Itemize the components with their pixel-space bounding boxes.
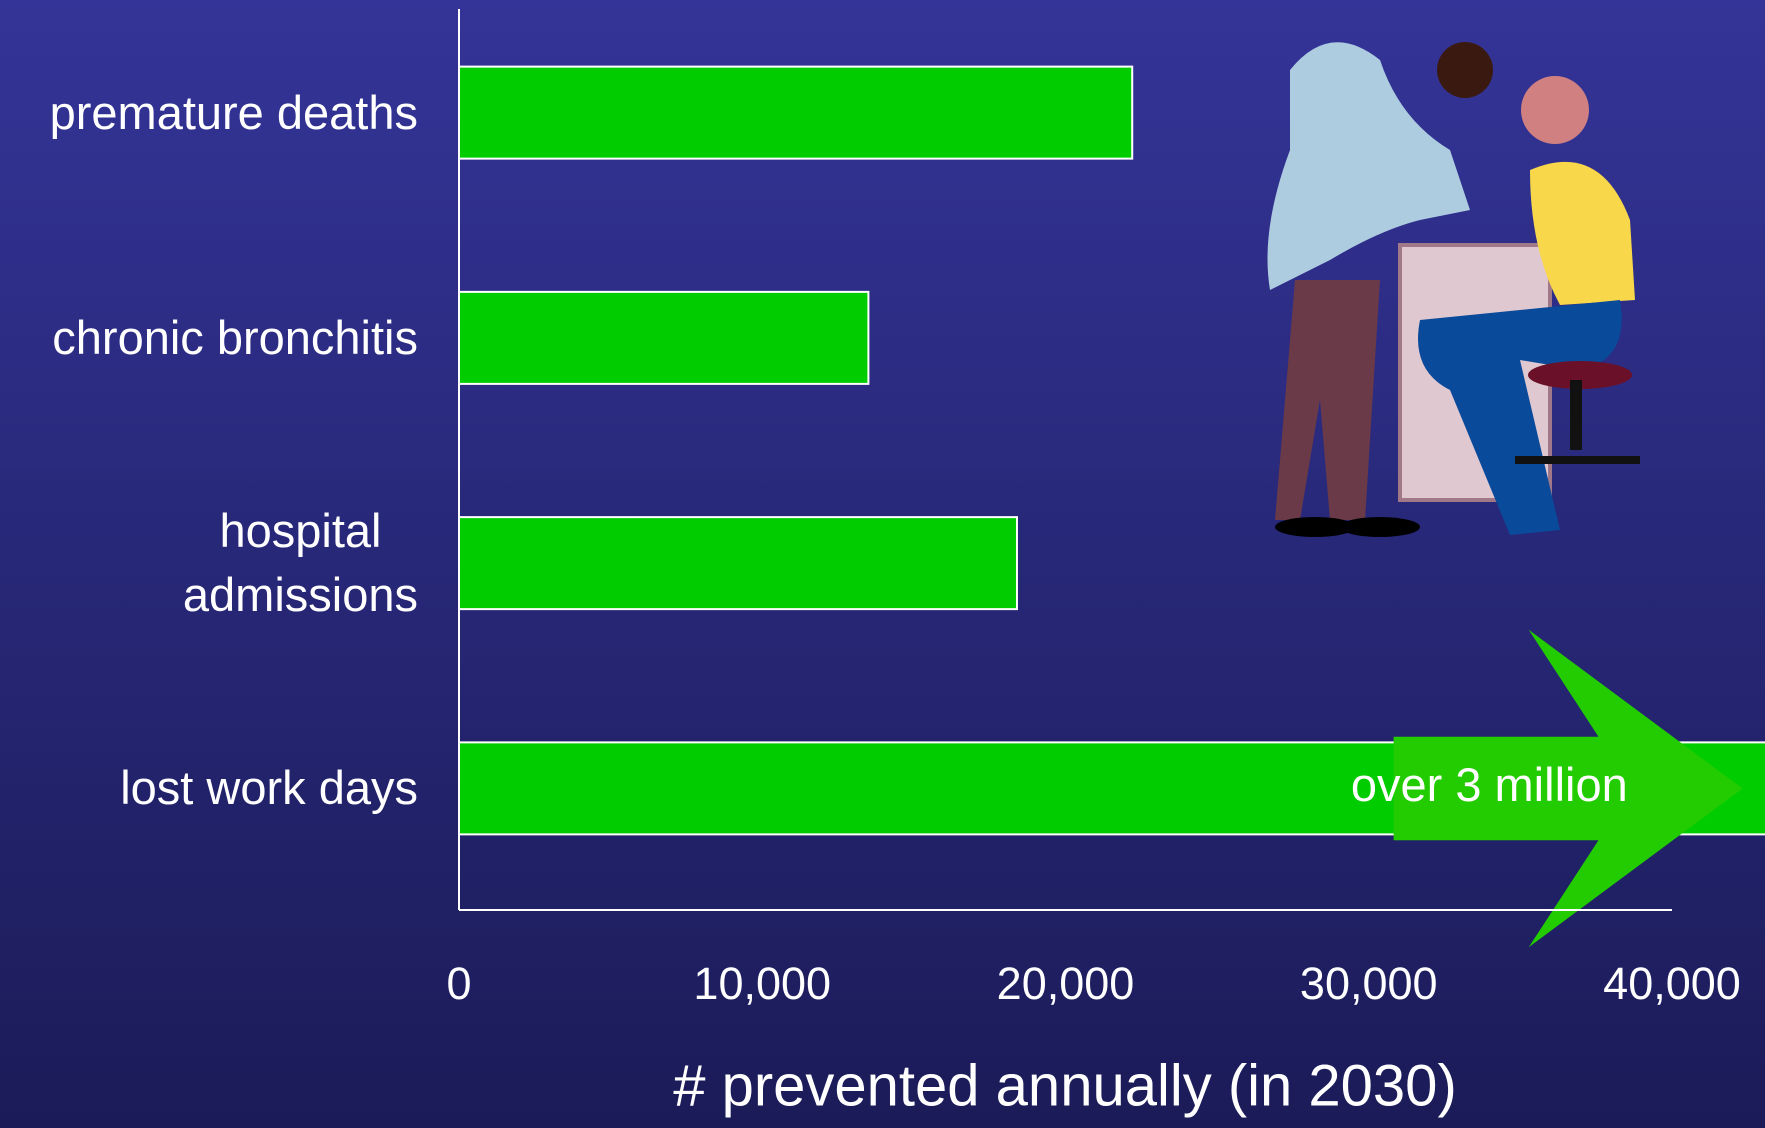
category-label: premature deaths	[49, 85, 418, 139]
x-tick-label: 10,000	[693, 958, 831, 1009]
category-label: lost work days	[120, 761, 418, 815]
bar	[458, 65, 1134, 160]
x-tick-label: 20,000	[997, 958, 1135, 1009]
category-label: chronic bronchitis	[52, 310, 418, 364]
bar	[458, 290, 870, 385]
x-tick-label: 30,000	[1300, 958, 1438, 1009]
clipart	[1267, 42, 1640, 537]
x-tick-label: 0	[446, 958, 471, 1009]
bar	[458, 516, 1018, 611]
x-axis-title: # prevented annually (in 2030)	[673, 1053, 1457, 1118]
x-tick-label: 40,000	[1603, 958, 1741, 1009]
category-label: hospital admissions	[182, 504, 418, 622]
value-label: over 3 million	[1351, 758, 1628, 811]
overflow-arrow	[1393, 629, 1743, 948]
